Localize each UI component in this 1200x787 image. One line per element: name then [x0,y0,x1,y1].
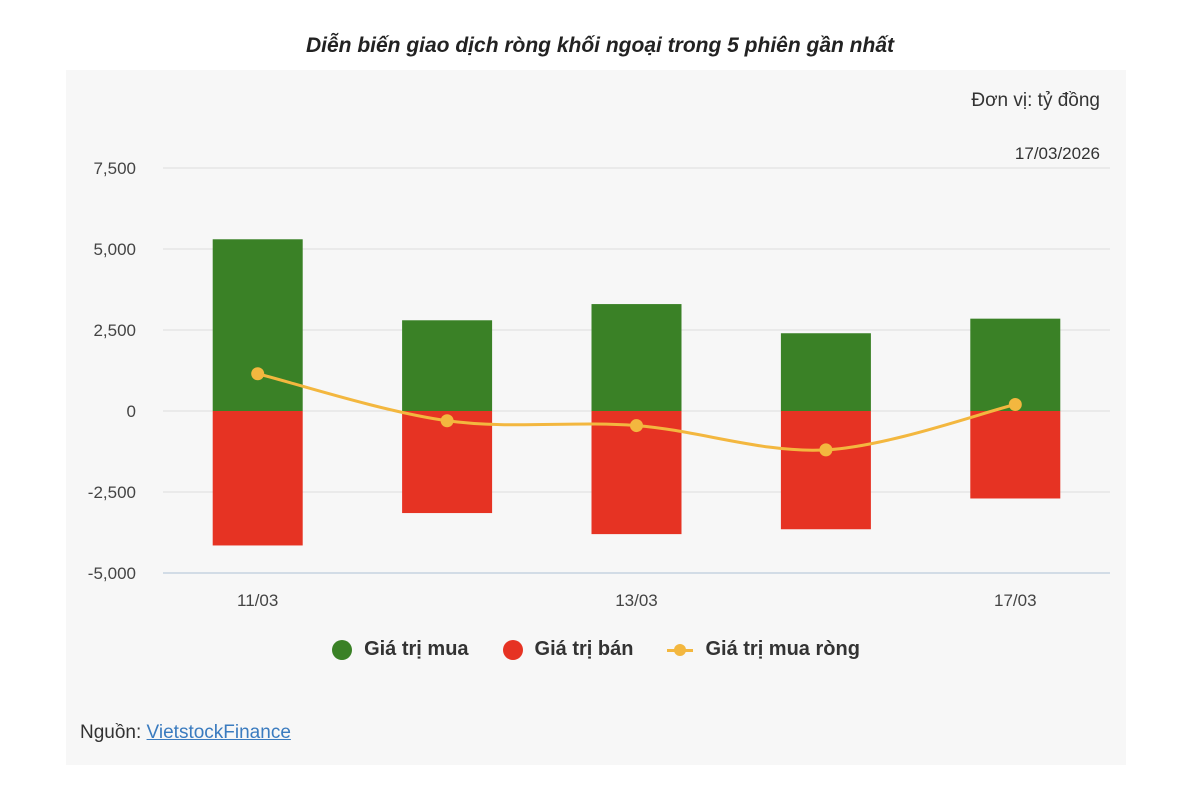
legend-item-buy[interactable]: Giá trị mua [332,638,469,661]
line-layer [251,367,1022,457]
legend-net-marker [667,640,694,660]
legend-buy-marker [332,639,353,660]
bar-buy-17-03 [970,318,1061,411]
bar-sell-11-03 [212,411,303,546]
bar-buy-13-03 [591,304,682,411]
net-point-11-03 [251,367,265,381]
bar-layer [212,239,1061,546]
net-point-16-03 [819,443,833,457]
legend-buy-label: Giá trị mua [364,638,469,660]
legend-net-label: Giá trị mua ròng [705,638,860,660]
y-tick-label: -2,500 [88,483,136,502]
x-tick-label: 13/03 [615,591,658,610]
bar-sell-12-03 [402,411,493,514]
y-tick-label: 2,500 [93,321,136,340]
source-link[interactable]: VietstockFinance [146,722,291,743]
bar-sell-17-03 [970,411,1061,499]
legend: Giá trị mua Giá trị bán Giá trị mua ròng [66,638,1126,661]
legend-item-sell[interactable]: Giá trị bán [502,638,634,661]
y-tick-label: 5,000 [93,240,136,259]
source-note: Nguồn: VietstockFinance [80,722,291,744]
y-tick-label: 0 [127,402,136,421]
y-tick-labels: 7,500 5,000 2,500 0 -2,500 -5,000 [88,159,136,583]
bar-buy-11-03 [212,239,303,411]
y-tick-label: -5,000 [88,564,136,583]
net-point-12-03 [440,414,454,428]
x-tick-label: 17/03 [994,591,1037,610]
chart-panel: Đơn vị: tỷ đồng 17/03/2026 7,500 5,000 2,5… [66,70,1126,765]
unit-label: Đơn vị: tỷ đồng [971,90,1100,111]
source-prefix: Nguồn: [80,722,147,743]
net-point-13-03 [630,419,643,433]
legend-item-net[interactable]: Giá trị mua ròng [667,638,860,661]
x-tick-label: 11/03 [237,591,278,610]
net-point-17-03 [1008,398,1022,412]
legend-sell-label: Giá trị bán [534,638,634,660]
bar-buy-16-03 [780,333,871,411]
chart-title: Diễn biến giao dịch ròng khối ngoại tron… [306,34,894,57]
grid-layer [163,167,1110,574]
bar-sell-16-03 [780,411,871,530]
x-tick-labels: 11/03 13/03 17/03 [237,591,1037,610]
bar-buy-12-03 [402,320,493,411]
legend-sell-marker [502,639,523,660]
date-label: 17/03/2026 [1014,144,1100,163]
y-tick-label: 7,500 [93,159,136,178]
